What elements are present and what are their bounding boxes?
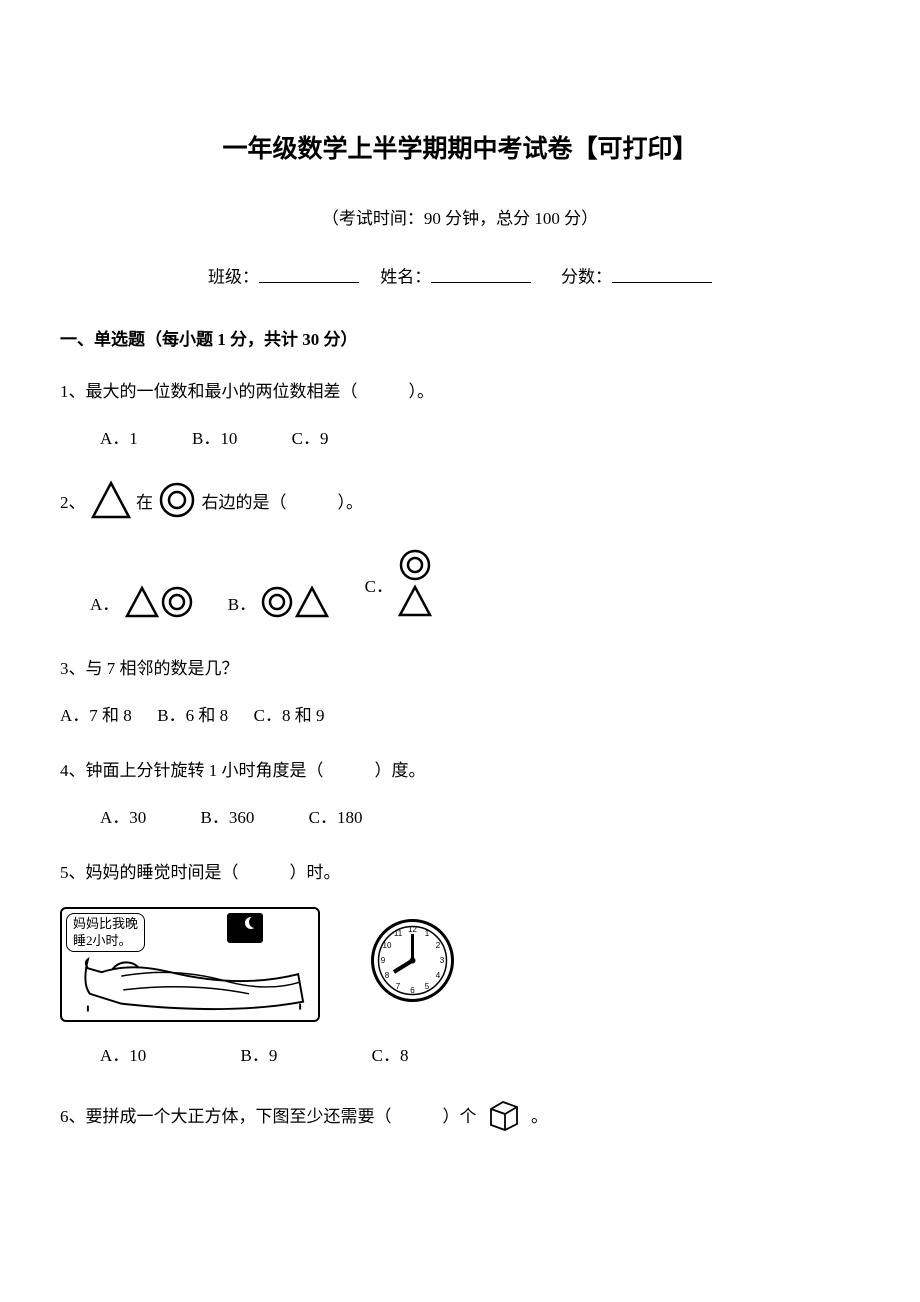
q5-images: 妈妈比我晚 睡2小时。 — [60, 907, 860, 1022]
q2-prefix: 2、 — [60, 493, 86, 512]
q2-option-c[interactable]: C． — [365, 549, 434, 627]
cube-icon — [487, 1097, 521, 1139]
svg-text:9: 9 — [381, 956, 386, 965]
score-blank[interactable] — [612, 262, 712, 282]
moon-window-icon — [227, 913, 263, 943]
svg-text:7: 7 — [396, 982, 401, 991]
svg-text:4: 4 — [436, 971, 441, 980]
svg-text:10: 10 — [383, 941, 392, 950]
question-2: 2、 在 右边的是（ ）。 A． B． C． — [60, 480, 860, 626]
page-title: 一年级数学上半学期期中考试卷【可打印】 — [60, 130, 860, 170]
q3-option-b[interactable]: B．6 和 8 — [157, 706, 228, 725]
triangle-icon — [90, 480, 132, 528]
q5-option-b[interactable]: B．9 — [241, 1046, 278, 1065]
q1-text: 1、最大的一位数和最小的两位数相差（ ）。 — [60, 378, 860, 405]
q3-option-c[interactable]: C．8 和 9 — [254, 706, 325, 725]
svg-text:5: 5 — [425, 982, 430, 991]
q2-options: A． B． C． — [60, 549, 860, 627]
q4-text: 4、钟面上分针旋转 1 小时角度是（ ）度。 — [60, 757, 860, 784]
q2-text: 2、 在 右边的是（ ）。 — [60, 480, 860, 528]
q1-option-b[interactable]: B．10 — [192, 429, 237, 448]
q1-option-c[interactable]: C．9 — [292, 429, 329, 448]
double-circle-icon — [160, 585, 194, 627]
svg-text:3: 3 — [440, 956, 445, 965]
double-circle-icon — [157, 480, 197, 528]
svg-text:2: 2 — [436, 941, 441, 950]
q4-option-b[interactable]: B．360 — [201, 808, 255, 827]
name-blank[interactable] — [431, 262, 531, 282]
q3-option-a[interactable]: A．7 和 8 — [60, 706, 132, 725]
q4-options: A．30 B．360 C．180 — [60, 804, 860, 831]
q2-option-b[interactable]: B． — [228, 585, 331, 627]
stacked-shapes-icon — [397, 549, 433, 627]
q5-options: A．10 B．9 C．8 — [60, 1042, 860, 1069]
svg-text:11: 11 — [394, 929, 403, 938]
q6-prefix: 6、要拼成一个大正方体，下图至少还需要（ ）个 — [60, 1107, 481, 1126]
name-label: 姓名： — [380, 268, 431, 287]
q2-mid: 在 — [136, 493, 157, 512]
bed-icon — [82, 954, 308, 1014]
q6-suffix: 。 — [531, 1107, 548, 1126]
clock-icon: 12 1 2 3 4 5 6 7 8 9 10 11 — [370, 918, 455, 1011]
q4-option-c[interactable]: C．180 — [309, 808, 363, 827]
class-blank[interactable] — [259, 262, 359, 282]
score-label: 分数： — [561, 268, 612, 287]
q3-options: A．7 和 8 B．6 和 8 C．8 和 9 — [60, 702, 860, 729]
svg-text:12: 12 — [408, 925, 417, 934]
question-1: 1、最大的一位数和最小的两位数相差（ ）。 A．1 B．10 C．9 — [60, 378, 860, 452]
q5-option-c[interactable]: C．8 — [372, 1046, 409, 1065]
q2-option-a[interactable]: A． — [90, 585, 194, 627]
class-label: 班级： — [208, 268, 259, 287]
q1-option-a[interactable]: A．1 — [100, 429, 138, 448]
question-6: 6、要拼成一个大正方体，下图至少还需要（ ）个 。 — [60, 1097, 860, 1139]
speech-bubble: 妈妈比我晚 睡2小时。 — [66, 913, 145, 953]
double-circle-icon — [260, 585, 294, 627]
svg-text:6: 6 — [410, 986, 415, 995]
triangle-icon — [294, 585, 330, 627]
sleep-scene-illustration: 妈妈比我晚 睡2小时。 — [60, 907, 320, 1022]
q5-text: 5、妈妈的睡觉时间是（ ）时。 — [60, 859, 860, 886]
question-3: 3、与 7 相邻的数是几？ A．7 和 8 B．6 和 8 C．8 和 9 — [60, 655, 860, 729]
q5-option-a[interactable]: A．10 — [100, 1046, 146, 1065]
question-4: 4、钟面上分针旋转 1 小时角度是（ ）度。 A．30 B．360 C．180 — [60, 757, 860, 831]
section-1-header: 一、单选题（每小题 1 分，共计 30 分） — [60, 326, 860, 353]
question-5: 5、妈妈的睡觉时间是（ ）时。 妈妈比我晚 睡2小时。 — [60, 859, 860, 1068]
q3-text: 3、与 7 相邻的数是几？ — [60, 655, 860, 682]
student-info-line: 班级： 姓名： 分数： — [60, 262, 860, 291]
q1-options: A．1 B．10 C．9 — [60, 425, 860, 452]
triangle-icon — [124, 585, 160, 627]
svg-text:1: 1 — [425, 929, 430, 938]
q4-option-a[interactable]: A．30 — [100, 808, 146, 827]
svg-text:8: 8 — [385, 971, 390, 980]
exam-subtitle: （考试时间：90 分钟，总分 100 分） — [60, 205, 860, 232]
q2-suffix: 右边的是（ ）。 — [202, 493, 364, 512]
